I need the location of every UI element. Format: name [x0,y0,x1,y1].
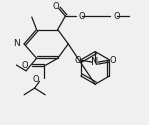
Text: O: O [52,2,59,11]
Text: O: O [109,56,116,65]
Text: O: O [33,75,39,84]
Text: O: O [79,12,85,20]
Text: O: O [113,12,120,20]
Text: N: N [14,39,20,48]
Text: O: O [21,62,28,70]
Text: N: N [91,57,99,67]
Text: O: O [74,56,81,65]
